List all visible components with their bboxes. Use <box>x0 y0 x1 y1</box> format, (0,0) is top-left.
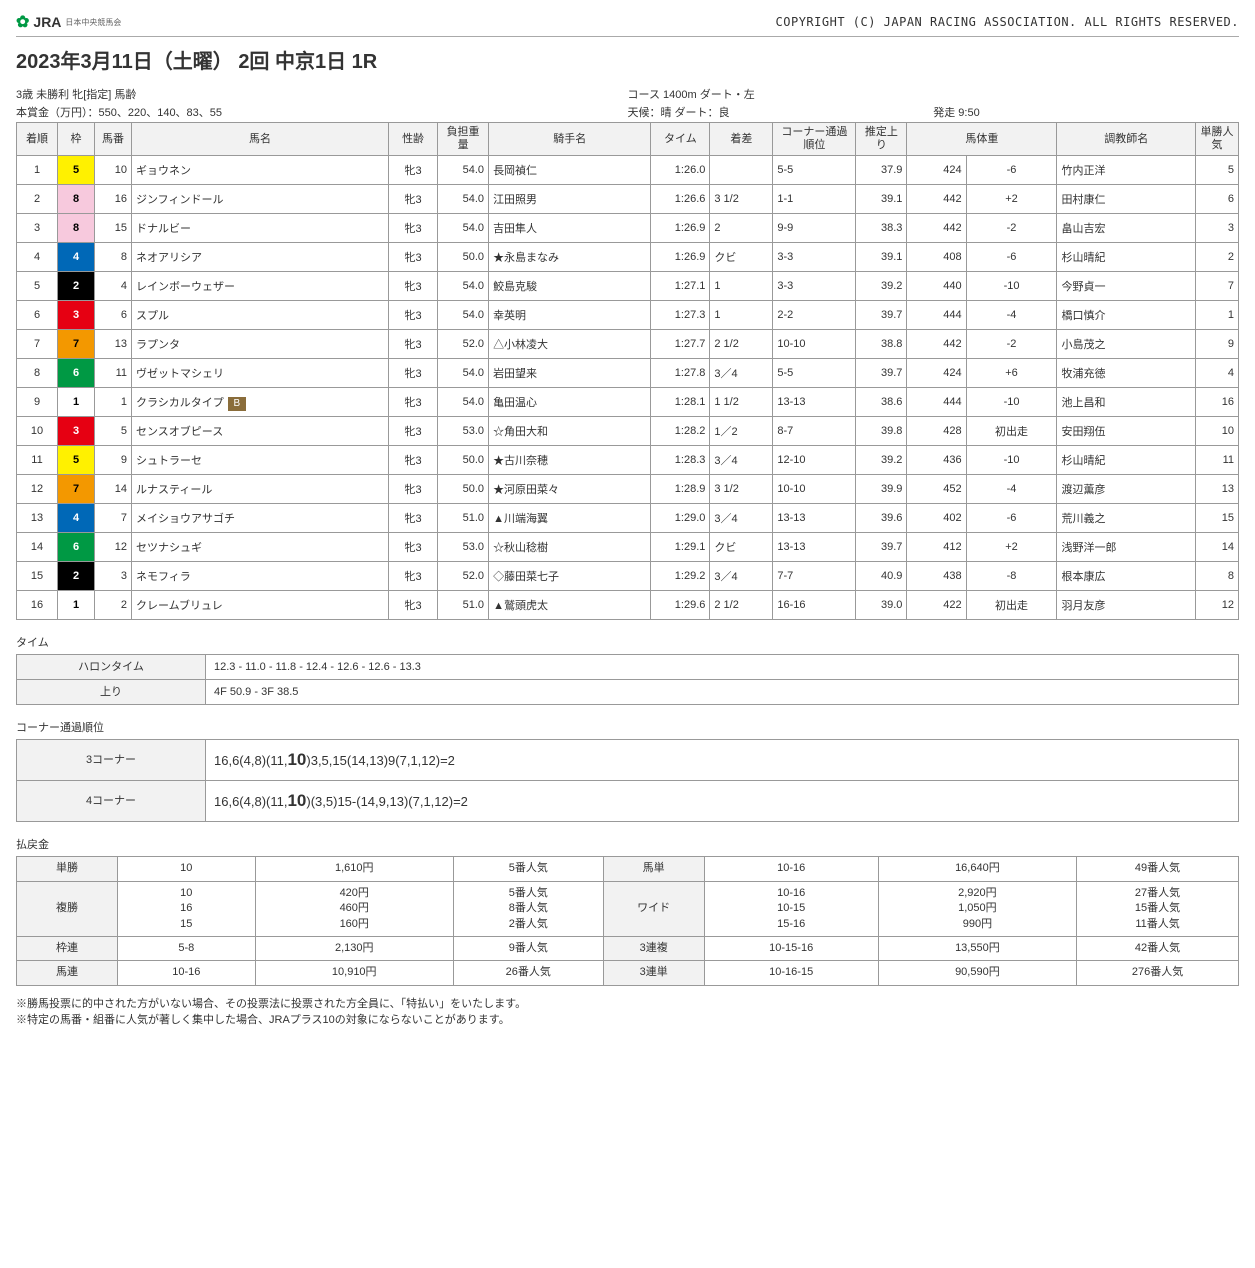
table-row: 1159シュトラーセ牝350.0★古川奈穂1:28.33／412-1039.24… <box>17 446 1239 475</box>
table-row: 12714ルナスティール牝350.0★河原田菜々1:28.93 1/210-10… <box>17 475 1239 504</box>
time-row-label: 上り <box>17 680 206 705</box>
race-meta-2: 本賞金（万円）：550、220、140、83、55 天候：晴 ダート：良 発走 … <box>16 104 1239 120</box>
page-header: ✿ JRA 日本中央競馬会 COPYRIGHT (C) JAPAN RACING… <box>16 12 1239 37</box>
logo: ✿ JRA 日本中央競馬会 <box>16 12 121 32</box>
footnotes: ※勝馬投票に的中された方がいない場合、その投票法に投票された方全員に、「特払い」… <box>16 996 1239 1029</box>
corner-row-label: 4コーナー <box>17 781 206 822</box>
col-header: 枠 <box>58 123 95 156</box>
meta-prize: 本賞金（万円）：550、220、140、83、55 <box>16 104 628 120</box>
table-row: 636スプル牝354.0幸英明1:27.312-239.7444-4橋口慎介1 <box>17 301 1239 330</box>
copyright: COPYRIGHT (C) JAPAN RACING ASSOCIATION. … <box>776 15 1239 29</box>
col-header: 馬名 <box>132 123 389 156</box>
corner-row-value: 16,6(4,8)(11,10)3,5,15(14,13)9(7,1,12)=2 <box>206 740 1239 781</box>
col-header: 調教師名 <box>1057 123 1196 156</box>
payout-label: 払戻金 <box>16 836 1239 852</box>
corner-row-value: 16,6(4,8)(11,10)(3,5)15-(14,9,13)(7,1,12… <box>206 781 1239 822</box>
corner-row-label: 3コーナー <box>17 740 206 781</box>
col-header: 騎手名 <box>489 123 651 156</box>
logo-subtitle: 日本中央競馬会 <box>65 17 121 28</box>
logo-icon: ✿ <box>16 12 29 32</box>
meta-class: 3歳 未勝利 牝[指定] 馬齢 <box>16 86 628 102</box>
col-header: 着差 <box>710 123 773 156</box>
table-row: 1612クレームブリュレ牝351.0▲鷲頭虎太1:29.62 1/216-163… <box>17 591 1239 620</box>
time-label: タイム <box>16 634 1239 650</box>
col-header: 馬番 <box>95 123 132 156</box>
race-title: 2023年3月11日（土曜） 2回 中京1日 1R <box>16 45 1239 74</box>
meta-course: コース 1400m ダート・左 <box>628 86 934 102</box>
table-row: 1347メイショウアサゴチ牝351.0▲川端海翼1:29.03／413-1339… <box>17 504 1239 533</box>
col-header: タイム <box>651 123 710 156</box>
col-header: 単勝人気 <box>1196 123 1239 156</box>
time-row-value: 4F 50.9 - 3F 38.5 <box>206 680 1239 705</box>
logo-brand: JRA <box>33 14 61 30</box>
corner-label: コーナー通過順位 <box>16 719 1239 735</box>
meta-weather: 天候：晴 ダート：良 <box>628 104 934 120</box>
table-row: 14612セツナシュギ牝353.0☆秋山稔樹1:29.1クビ13-1339.74… <box>17 533 1239 562</box>
table-row: 8611ヴゼットマシェリ牝354.0岩田望来1:27.83／45-539.742… <box>17 359 1239 388</box>
table-row: 3815ドナルビー牝354.0吉田隼人1:26.929-938.3442-2畠山… <box>17 214 1239 243</box>
col-header: 馬体重 <box>907 123 1057 156</box>
table-row: 1523ネモフィラ牝352.0◇藤田菜七子1:29.23／47-740.9438… <box>17 562 1239 591</box>
col-header: 推定上り <box>856 123 907 156</box>
col-header: コーナー通過順位 <box>773 123 856 156</box>
table-row: 2816ジンフィンドール牝354.0江田照男1:26.63 1/21-139.1… <box>17 185 1239 214</box>
table-row: 7713ラプンタ牝352.0△小林凌大1:27.72 1/210-1038.84… <box>17 330 1239 359</box>
col-header: 負担重量 <box>438 123 489 156</box>
table-row: 911クラシカルタイプB牝354.0亀田温心1:28.11 1/213-1338… <box>17 388 1239 417</box>
table-row: 448ネオアリシア牝350.0★永島まなみ1:26.9クビ3-339.1408-… <box>17 243 1239 272</box>
corner-table: 3コーナー16,6(4,8)(11,10)3,5,15(14,13)9(7,1,… <box>16 739 1239 822</box>
time-table: ハロンタイム12.3 - 11.0 - 11.8 - 12.4 - 12.6 -… <box>16 654 1239 705</box>
col-header: 性齢 <box>389 123 438 156</box>
race-meta: 3歳 未勝利 牝[指定] 馬齢 コース 1400m ダート・左 <box>16 86 1239 102</box>
table-row: 1510ギョウネン牝354.0長岡禎仁1:26.05-537.9424-6竹内正… <box>17 156 1239 185</box>
time-row-label: ハロンタイム <box>17 655 206 680</box>
result-table: 着順枠馬番馬名性齢負担重量騎手名タイム着差コーナー通過順位推定上り馬体重調教師名… <box>16 122 1239 620</box>
table-row: 1035センスオブピース牝353.0☆角田大和1:28.21／28-739.84… <box>17 417 1239 446</box>
col-header: 着順 <box>17 123 58 156</box>
payout-table: 単勝101,610円5番人気馬単10-1616,640円49番人気複勝10161… <box>16 856 1239 985</box>
meta-start: 発走 9:50 <box>933 104 1239 120</box>
table-row: 524レインボーウェザー牝354.0鮫島克駿1:27.113-339.2440-… <box>17 272 1239 301</box>
time-row-value: 12.3 - 11.0 - 11.8 - 12.4 - 12.6 - 12.6 … <box>206 655 1239 680</box>
